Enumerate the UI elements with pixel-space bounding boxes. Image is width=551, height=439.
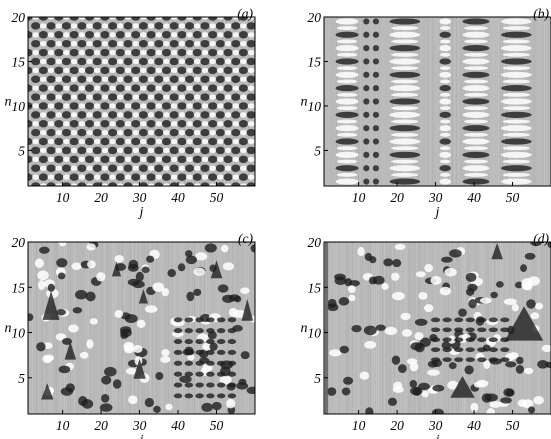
heatmap-image: [28, 17, 255, 186]
y-tick-label: 10: [308, 326, 322, 341]
y-tick-label: 10: [12, 99, 26, 114]
x-tick-label: 50: [506, 190, 520, 205]
panel-label: (c): [238, 231, 253, 246]
y-tick-label: 15: [308, 280, 322, 295]
y-tick-label: 15: [12, 54, 26, 69]
panel-label: (a): [237, 6, 253, 21]
panel-b: 10 20 30 40 50 5 10 15 20 j n (b): [301, 6, 551, 220]
x-tick-label: 30: [132, 190, 147, 205]
x-tick-label: 30: [428, 190, 443, 205]
y-tick-label: 15: [12, 280, 26, 295]
x-axis-label: j: [434, 433, 440, 439]
x-axis-label: j: [138, 433, 144, 439]
y-tick-label: 15: [308, 54, 322, 69]
y-axis-label: n: [5, 95, 12, 110]
x-tick-label: 20: [390, 190, 404, 205]
heatmap-image: [324, 242, 551, 414]
panel-label: (d): [533, 231, 549, 246]
y-tick-label: 5: [18, 371, 25, 386]
heatmap-image: [324, 17, 551, 186]
x-tick-label: 20: [94, 190, 108, 205]
plot-frame: [27, 241, 256, 415]
x-tick-label: 10: [352, 418, 366, 433]
y-axis-label: n: [5, 321, 12, 336]
y-axis-label: n: [301, 95, 308, 110]
x-tick-label: 10: [56, 418, 70, 433]
heatmap-image: [28, 242, 255, 414]
x-tick-label: 50: [210, 418, 224, 433]
y-tick-label: 20: [308, 235, 322, 250]
panel-label: (b): [533, 6, 549, 21]
plot-frame: [323, 16, 551, 187]
y-tick-label: 20: [12, 235, 26, 250]
x-tick-label: 50: [506, 418, 520, 433]
x-tick-label: 40: [467, 190, 481, 205]
panel-c: 10 20 30 40 50 5 10 15 20 j n (c): [5, 231, 256, 439]
y-tick-label: 5: [314, 143, 321, 158]
x-tick-label: 20: [94, 418, 108, 433]
x-tick-label: 50: [210, 190, 224, 205]
x-axis-label: j: [434, 205, 440, 220]
y-axis-label: n: [301, 321, 308, 336]
y-tick-label: 5: [18, 143, 25, 158]
x-tick-label: 40: [171, 190, 185, 205]
y-tick-label: 20: [12, 10, 26, 25]
plot-frame: [323, 241, 551, 415]
x-tick-label: 20: [390, 418, 404, 433]
panel-d: 10 20 30 40 50 5 10 15 20 j n (d): [301, 231, 551, 439]
x-tick-label: 30: [132, 418, 147, 433]
y-tick-label: 5: [314, 371, 321, 386]
y-tick-label: 10: [12, 326, 26, 341]
x-tick-label: 10: [56, 190, 70, 205]
x-tick-label: 40: [171, 418, 185, 433]
x-tick-label: 10: [352, 190, 366, 205]
x-tick-label: 30: [428, 418, 443, 433]
x-axis-label: j: [138, 205, 144, 220]
plot-frame: [27, 16, 256, 187]
y-tick-label: 10: [308, 99, 322, 114]
x-tick-label: 40: [467, 418, 481, 433]
panel-a: 10 20 30 40 50 5 10 15 20 j n (a): [5, 6, 256, 220]
y-tick-label: 20: [308, 10, 322, 25]
